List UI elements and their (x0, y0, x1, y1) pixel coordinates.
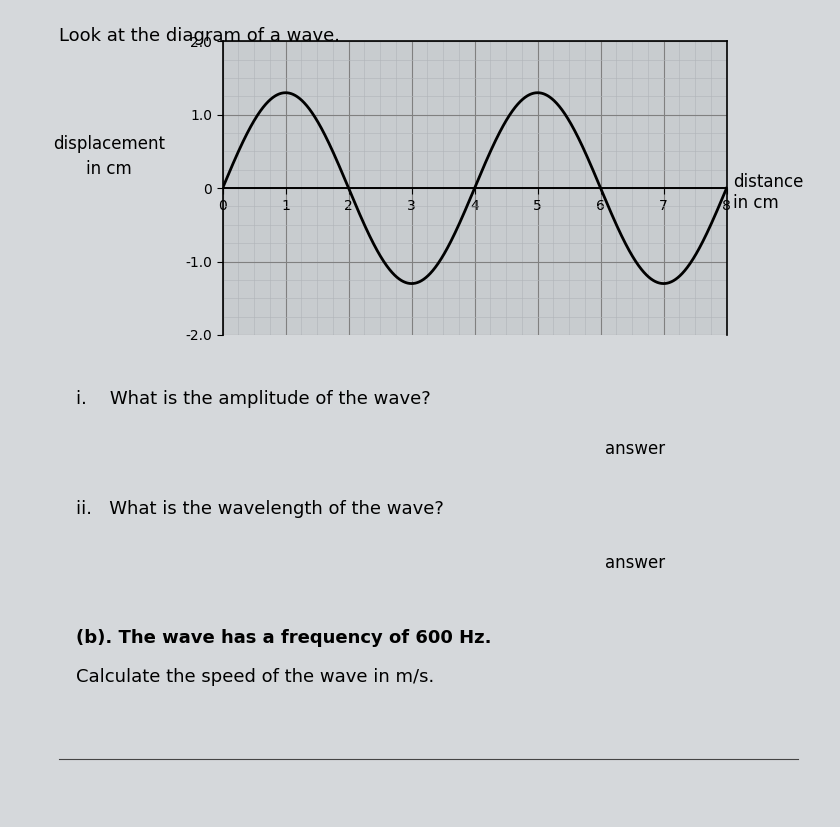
Text: (b). The wave has a frequency of 600 Hz.: (b). The wave has a frequency of 600 Hz. (76, 629, 491, 647)
Text: Look at the diagram of a wave.: Look at the diagram of a wave. (59, 27, 340, 45)
Text: answer: answer (605, 554, 665, 572)
Text: Calculate the speed of the wave in m/s.: Calculate the speed of the wave in m/s. (76, 668, 433, 686)
Text: answer: answer (605, 440, 665, 458)
Text: ii.   What is the wavelength of the wave?: ii. What is the wavelength of the wave? (76, 500, 444, 519)
Text: distance: distance (733, 173, 804, 190)
Text: displacement: displacement (53, 135, 165, 153)
Text: in cm: in cm (87, 160, 132, 178)
Text: in cm: in cm (733, 194, 779, 212)
Text: i.    What is the amplitude of the wave?: i. What is the amplitude of the wave? (76, 390, 430, 409)
